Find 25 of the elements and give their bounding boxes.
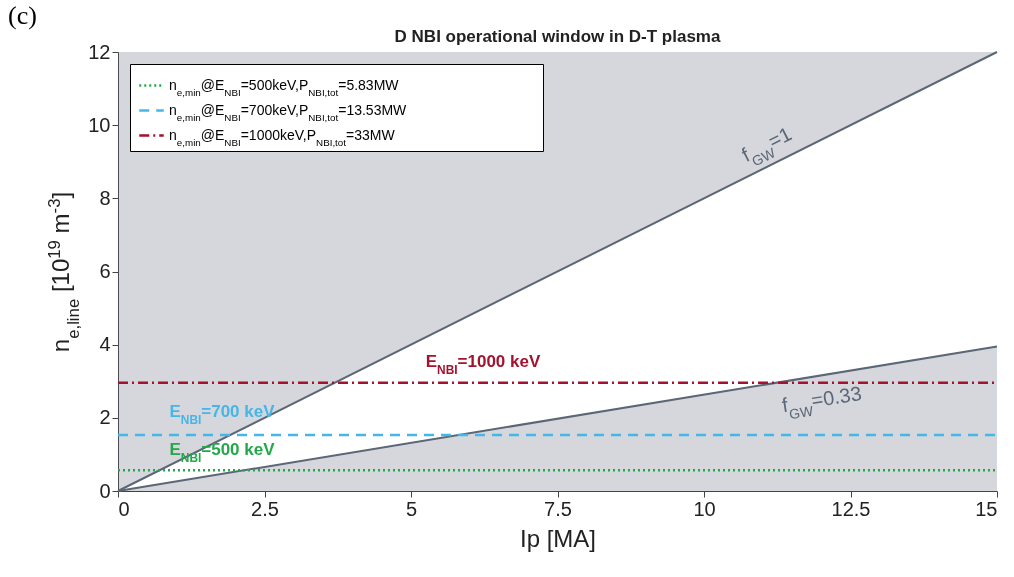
y-tick-label: 8	[99, 186, 111, 209]
y-tick-label: 6	[99, 260, 111, 282]
legend-label: n$_{e,min}$@E$_{NBI}$=1000keV,P$_{NBI,tot}$=33MW	[169, 126, 396, 147]
x-tick-label: 2.5	[251, 497, 279, 520]
legend-label: n$_{e,min}$@E$_{NBI}$=700keV,P$_{NBI,tot}$=13.53MW	[169, 101, 408, 122]
x-axis-title: Ip [MA]	[519, 524, 597, 552]
x-tick-label: 15	[975, 497, 998, 520]
annotation: f$_{GW}$=0.33	[780, 381, 864, 423]
chart-title: D NBI operational window in D-T plasma	[394, 27, 721, 46]
y-tick-label: 2	[99, 406, 111, 429]
legend-label: n$_{e,min}$@E$_{NBI}$=500keV,P$_{NBI,tot}$=5.83MW	[169, 76, 400, 97]
y-tick-label: 12	[88, 40, 111, 63]
text: (c)	[8, 1, 37, 30]
annotation: E$_{NBI}$=1000 keV	[425, 352, 541, 377]
x-tick-label: 7.5	[544, 497, 572, 520]
x-tick-label: 12.5	[831, 497, 871, 520]
annotation: f$_{GW}$=1	[738, 122, 795, 170]
annotation: E$_{NBI}$=700 keV	[169, 402, 276, 427]
y-tick-label: 10	[88, 113, 111, 136]
x-tick-label: 10	[693, 497, 716, 520]
y-tick-label: 4	[99, 333, 111, 356]
x-tick-label: 0	[118, 497, 130, 520]
annotation: E$_{NBI}$=500 keV	[169, 440, 276, 465]
y-tick-label: 0	[99, 479, 111, 502]
x-tick-label: 5	[405, 497, 418, 520]
